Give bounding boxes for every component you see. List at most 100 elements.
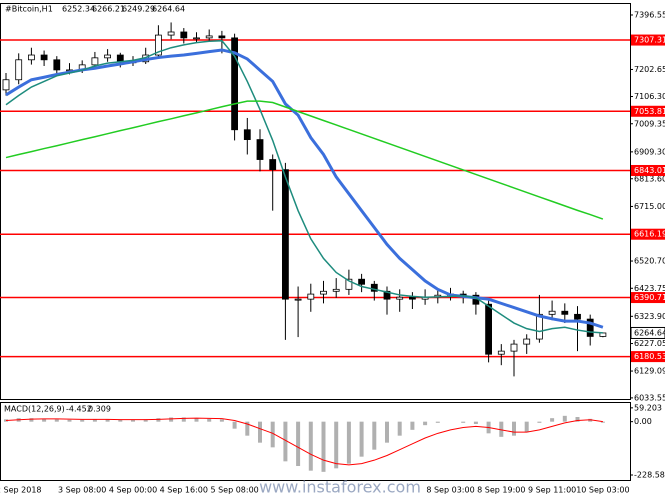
macd-bar: [194, 418, 199, 422]
macd-bar: [283, 421, 288, 462]
macd-bar: [410, 421, 415, 430]
price-label-box: [630, 326, 665, 339]
header-high: 6266.21: [92, 5, 125, 14]
level-label: 7053.81: [634, 107, 665, 116]
current-price: 6264.64: [634, 328, 665, 337]
candle-body: [205, 35, 213, 39]
candle-body: [497, 350, 505, 355]
moving-average: [5, 39, 603, 334]
candle-body: [358, 278, 366, 285]
y-tick-label: 6033.55: [634, 393, 665, 402]
candle-body: [294, 298, 302, 301]
x-tick-label: 9 Sep 11:00: [528, 486, 576, 495]
candle-body: [193, 37, 200, 40]
macd-bar: [169, 417, 174, 422]
symbol: #Bitcoin,H1: [5, 5, 53, 14]
macd-bar: [550, 418, 555, 422]
macd-bar: [67, 419, 72, 422]
candle-body: [2, 79, 10, 91]
y-tick-label: 6129.09: [634, 367, 665, 376]
level-label: 6843.01: [634, 166, 665, 175]
level-label-box: [631, 228, 665, 240]
candle-body: [269, 159, 277, 171]
level-label: 6616.19: [634, 230, 665, 239]
candle-body: [116, 54, 124, 63]
macd-bar: [181, 417, 186, 422]
candle-body: [15, 59, 23, 81]
candle-body: [91, 57, 99, 66]
candle-body: [281, 169, 289, 300]
x-tick-label: 2 Sep 2018: [0, 486, 42, 495]
macd-bar: [42, 418, 47, 422]
plot: [0, 22, 630, 377]
macd-bar: [359, 421, 364, 457]
macd-bar: [54, 419, 59, 422]
candle-body: [548, 310, 556, 315]
header-low: 6249.29: [122, 5, 155, 14]
candle-body: [408, 296, 416, 300]
macd-bar: [600, 421, 605, 423]
moving-average: [5, 100, 604, 220]
signal-value: 0.309: [88, 405, 111, 414]
candle-body: [104, 54, 111, 59]
y-tick-label: 7202.65: [634, 65, 665, 74]
x-tick-label: 4 Sep 00:00: [109, 486, 157, 495]
candle-body: [510, 343, 518, 352]
watermark: www.instaforex.com: [259, 478, 421, 497]
macd-title: MACD(12,26,9): [4, 405, 65, 414]
y-tick-label: 6813.60: [634, 174, 665, 183]
x-tick-label: 8 Sep 03:00: [426, 486, 474, 495]
macd-bar: [232, 421, 237, 429]
level-label-box: [631, 164, 665, 176]
candle-body: [599, 332, 607, 337]
macd-value: -4.452: [66, 405, 92, 414]
level-label-box: [631, 351, 665, 363]
macd-bar: [461, 421, 466, 423]
candle-body: [180, 31, 188, 39]
x-tick-label: 8 Sep 19:00: [477, 486, 525, 495]
header-open: 6252.34: [62, 5, 95, 14]
y-tick-label: 7009.35: [634, 119, 665, 128]
y-tick-label: 6323.90: [634, 312, 665, 321]
moving-average: [5, 48, 604, 329]
macd-bar: [435, 421, 440, 423]
y-tick-label: 6909.30: [634, 147, 665, 156]
candle-body: [40, 54, 48, 61]
candle-body: [307, 293, 315, 300]
macd-bar: [156, 418, 161, 422]
macd-bar: [308, 421, 313, 471]
macd-bar: [524, 421, 529, 433]
macd-bar: [207, 418, 212, 422]
candle-body: [523, 338, 531, 345]
signal-line: [5, 417, 603, 466]
macd-bar: [270, 421, 275, 448]
candle-body: [320, 290, 327, 295]
level-label-box: [631, 105, 665, 117]
y-tick-label: -228.585: [634, 471, 665, 480]
candle-body: [536, 313, 543, 340]
candle-body: [218, 35, 226, 39]
macd-bar: [537, 421, 542, 423]
candle-body: [243, 129, 251, 140]
candle-body: [396, 296, 404, 300]
candle-body: [256, 139, 264, 160]
candle-body: [53, 59, 61, 71]
macd-bar: [245, 421, 250, 436]
macd-bar: [219, 419, 224, 422]
macd-panel: [0, 402, 631, 481]
level-label: 6180.53: [634, 352, 665, 361]
candle-body: [574, 313, 581, 320]
macd-bar: [575, 417, 580, 422]
level-label: 6390.71: [634, 293, 665, 302]
candle-body: [485, 303, 493, 355]
macd-bar: [334, 421, 339, 469]
candle-body: [332, 288, 340, 292]
y-tick-label: 6227.05: [634, 339, 665, 348]
macd-bar: [92, 419, 97, 422]
macd-bar: [296, 421, 301, 466]
y-tick-label: 6520.70: [634, 257, 665, 266]
macd-bar: [118, 419, 123, 422]
macd-bar: [29, 418, 34, 422]
macd-bar: [346, 421, 351, 464]
